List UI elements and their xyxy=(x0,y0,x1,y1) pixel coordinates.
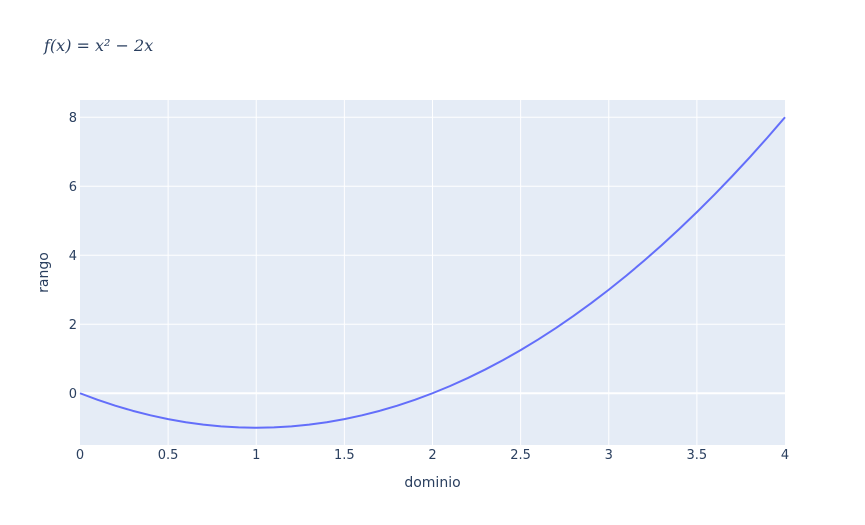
series-line xyxy=(79,116,786,429)
y-axis-title: rango xyxy=(36,252,52,293)
x-tick-label: 2 xyxy=(428,448,436,463)
x-tick-label: 1 xyxy=(252,448,260,463)
y-tick-label: 2 xyxy=(69,318,77,333)
x-tick-label: 0.5 xyxy=(158,448,179,463)
x-tick-label: 0 xyxy=(76,448,84,463)
y-tick-label: 6 xyxy=(69,180,77,195)
grid-lines xyxy=(80,100,785,445)
y-tick-label: 0 xyxy=(69,387,77,402)
x-tick-label: 3 xyxy=(605,448,613,463)
x-axis-ticks: 0 0.5 1 1.5 2 2.5 3 3.5 4 xyxy=(76,448,789,463)
y-tick-label: 8 xyxy=(69,111,77,126)
y-axis-ticks: 0 2 4 6 8 xyxy=(69,111,77,402)
x-tick-label: 4 xyxy=(781,448,789,463)
x-tick-label: 2.5 xyxy=(510,448,531,463)
x-tick-label: 3.5 xyxy=(687,448,708,463)
y-tick-label: 4 xyxy=(69,249,77,264)
chart-title: f(x) = x² − 2x xyxy=(43,36,153,55)
x-axis-title: dominio xyxy=(404,475,460,491)
x-tick-label: 1.5 xyxy=(334,448,355,463)
